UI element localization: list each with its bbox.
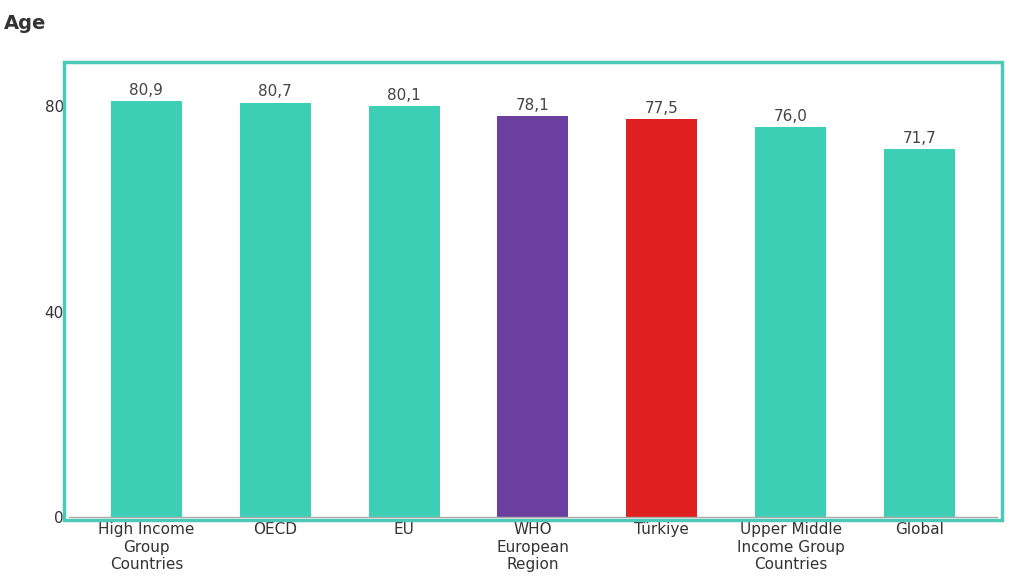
Text: 80,9: 80,9 [129,83,164,98]
Bar [240,103,310,517]
Bar [497,116,568,517]
Text: 71,7: 71,7 [903,131,936,146]
Bar [369,105,440,517]
Text: 76,0: 76,0 [773,108,808,124]
Text: 77,5: 77,5 [645,101,678,116]
Text: 80,7: 80,7 [259,84,292,100]
Text: Age: Age [4,14,47,33]
Bar [884,149,955,517]
Bar [755,127,826,517]
Text: 78,1: 78,1 [516,98,550,113]
Text: 80,1: 80,1 [387,87,421,103]
Bar [627,119,698,517]
Bar [111,101,182,517]
